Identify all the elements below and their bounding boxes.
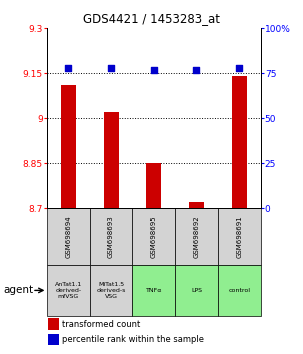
Bar — [218, 208, 261, 265]
Bar — [218, 265, 261, 316]
Bar — [47, 208, 90, 265]
Bar — [132, 208, 175, 265]
Bar — [61, 85, 76, 208]
Text: GSM698691: GSM698691 — [236, 215, 242, 258]
Text: agent: agent — [3, 285, 33, 295]
Bar — [175, 208, 218, 265]
Bar — [48, 318, 59, 330]
Text: control: control — [228, 288, 250, 293]
Bar — [189, 202, 204, 208]
Point — [151, 67, 156, 73]
Text: LPS: LPS — [191, 288, 202, 293]
Bar — [132, 265, 175, 316]
Bar — [90, 265, 132, 316]
Text: GSM698693: GSM698693 — [108, 215, 114, 258]
Point — [237, 65, 242, 71]
Bar — [47, 265, 90, 316]
Bar — [104, 112, 118, 208]
Text: GSM698695: GSM698695 — [151, 215, 157, 258]
Bar — [232, 76, 247, 208]
Text: transformed count: transformed count — [62, 320, 140, 329]
Text: GSM698694: GSM698694 — [65, 215, 71, 258]
Text: GSM698692: GSM698692 — [194, 215, 199, 258]
Bar — [146, 163, 161, 208]
Bar — [48, 334, 59, 346]
Point — [194, 67, 199, 73]
Text: percentile rank within the sample: percentile rank within the sample — [62, 335, 204, 344]
Bar — [90, 208, 132, 265]
Text: GDS4421 / 1453283_at: GDS4421 / 1453283_at — [83, 12, 220, 25]
Point — [108, 65, 113, 71]
Text: AnTat1.1
derived-
mfVSG: AnTat1.1 derived- mfVSG — [55, 282, 82, 299]
Point — [66, 65, 71, 71]
Bar — [175, 265, 218, 316]
Text: MiTat1.5
derived-s
VSG: MiTat1.5 derived-s VSG — [96, 282, 126, 299]
Text: TNFα: TNFα — [145, 288, 162, 293]
